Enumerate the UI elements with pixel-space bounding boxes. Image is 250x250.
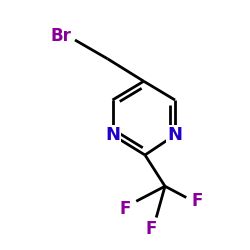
Text: Br: Br (51, 27, 72, 45)
Text: F: F (146, 220, 157, 238)
Text: F: F (119, 200, 131, 218)
Text: F: F (192, 192, 203, 210)
Text: N: N (168, 126, 182, 144)
Text: N: N (105, 126, 120, 144)
